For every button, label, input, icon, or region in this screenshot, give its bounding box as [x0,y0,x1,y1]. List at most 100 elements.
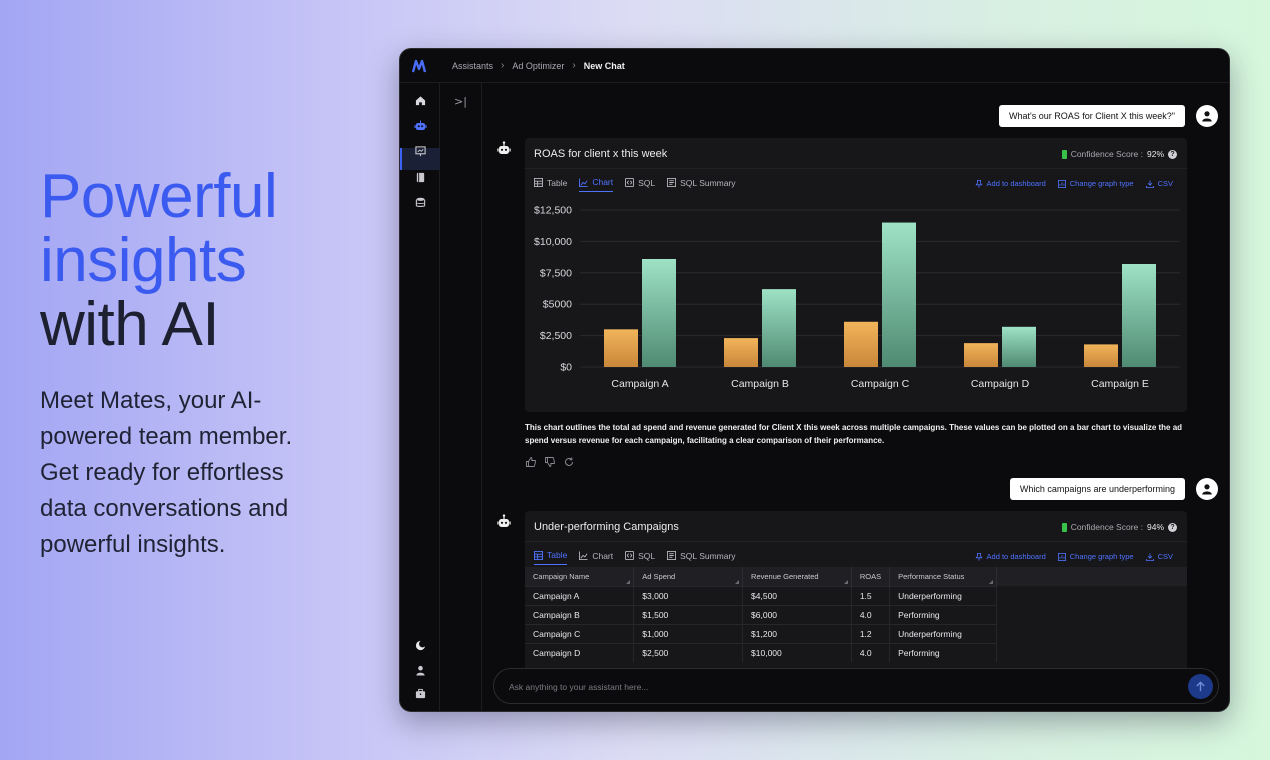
pin-icon [974,179,983,188]
home-icon[interactable] [412,92,428,108]
help-icon[interactable]: ? [1168,149,1177,159]
confidence-score: Confidence Score : 92% ? [1061,149,1177,159]
chart-description: This chart outlines the total ad spend a… [525,423,1183,445]
app-window: Assistants › Ad Optimizer › New Chat [399,48,1230,712]
tab-label: Table [547,550,568,560]
table-cell: $2,500 [633,642,744,662]
database-icon[interactable] [412,194,428,210]
confidence-value: 92% [1146,149,1164,159]
y-tick-label: $7,500 [540,267,572,279]
side-panel: >| [440,83,482,711]
table-row[interactable]: Campaign C $1,000 $1,200 1.2 Underperfor… [525,623,997,643]
chart-icon [579,551,588,560]
x-tick-label: Campaign D [971,378,1030,390]
user-message: Which campaigns are underperforming [1009,478,1185,500]
tab-sql-summary[interactable]: SQL Summary [667,550,736,565]
table-cell: $10,000 [742,642,852,662]
table-cell: Campaign C [525,623,635,643]
change-graph-type-button[interactable]: Change graph type [1057,179,1134,188]
table-cell: Performing [889,642,997,662]
tab-table[interactable]: Table [534,550,568,565]
csv-download-button[interactable]: CSV [1145,552,1173,561]
add-to-dashboard-button[interactable]: Add to dashboard [974,179,1046,188]
breadcrumb-assistants[interactable]: Assistants [452,60,494,71]
chevron-right-icon: › [572,60,576,71]
expand-panel-icon[interactable]: >| [454,95,467,108]
column-header[interactable]: Ad Spend [633,567,744,586]
chat-input[interactable] [509,678,1159,696]
tab-label: Chart [592,550,614,561]
table-cell: Campaign A [525,585,635,605]
bar-revenue [762,289,796,367]
bot-avatar-icon [497,514,511,527]
column-header[interactable]: Performance Status [889,567,997,586]
briefcase-icon[interactable] [412,685,428,701]
document-icon [667,551,677,560]
tab-sql[interactable]: SQL [625,177,655,192]
battery-icon [1061,149,1067,159]
tab-sql[interactable]: SQL [625,550,655,565]
thumbs-down-icon[interactable] [545,457,555,467]
table-cell: $3,000 [633,585,744,605]
bar-ad-spend [724,338,758,367]
user-icon[interactable] [412,662,428,678]
confidence-value: 94% [1146,522,1164,532]
action-label: Change graph type [1069,179,1134,188]
download-icon [1145,552,1154,561]
tab-label: Table [547,177,568,188]
document-icon [667,178,677,187]
tab-label: SQL Summary [680,550,736,561]
x-tick-label: Campaign C [851,378,910,390]
help-icon[interactable]: ? [1168,522,1177,532]
bar-ad-spend [844,321,878,367]
moon-icon[interactable] [412,637,428,653]
breadcrumb-ad-optimizer[interactable]: Ad Optimizer [512,60,565,71]
card-title: ROAS for client x this week [534,148,668,160]
feedback-actions [526,457,574,467]
change-graph-type-button[interactable]: Change graph type [1057,552,1134,561]
action-label: Add to dashboard [986,179,1046,188]
table-cell: 4.0 [851,642,891,662]
bar-revenue [1002,326,1036,367]
confidence-score: Confidence Score : 94% ? [1061,522,1177,532]
y-tick-label: $0 [560,362,572,374]
action-label: CSV [1157,179,1173,188]
tab-chart[interactable]: Chart [579,550,613,565]
book-icon[interactable] [412,169,428,185]
table-cell: Campaign B [525,604,635,624]
y-tick-label: $2,500 [540,330,572,342]
table-cell: 1.5 [851,585,891,605]
campaign-table: Campaign Name Ad Spend Revenue Generated… [525,567,997,662]
hero: Powerful insights with AI Meet Mates, yo… [40,165,340,563]
bar-ad-spend [964,343,998,367]
robot-icon[interactable] [412,118,428,134]
thumbs-up-icon[interactable] [526,457,536,467]
column-header[interactable]: ROAS [851,567,891,586]
tab-table[interactable]: Table [534,177,567,192]
refresh-icon[interactable] [564,457,574,467]
column-header[interactable]: Revenue Generated [742,567,852,586]
tab-chart[interactable]: Chart [579,177,614,192]
tab-sql-summary[interactable]: SQL Summary [667,177,736,192]
divider [525,168,1187,169]
code-icon [625,178,635,187]
card-actions: Add to dashboard Change graph type CSV [974,552,1173,561]
table-header-row: Campaign Name Ad Spend Revenue Generated… [525,567,997,586]
logo-icon[interactable] [412,58,428,74]
bar-revenue [882,222,916,367]
csv-download-button[interactable]: CSV [1145,179,1173,188]
graph-icon [1057,552,1066,561]
table-row[interactable]: Campaign D $2,500 $10,000 4.0 Performing [525,642,997,662]
hero-title-line1: Powerful [40,162,278,231]
column-header[interactable]: Campaign Name [525,567,635,586]
presentation-icon[interactable] [412,143,428,159]
add-to-dashboard-button[interactable]: Add to dashboard [974,552,1046,561]
table-row[interactable]: Campaign A $3,000 $4,500 1.5 Underperfor… [525,585,997,605]
send-button[interactable] [1188,674,1213,699]
bar-revenue [1122,264,1156,367]
x-tick-label: Campaign E [1091,378,1149,390]
table-row[interactable]: Campaign B $1,500 $6,000 4.0 Performing [525,604,997,624]
confidence-label: Confidence Score : [1070,149,1143,159]
confidence-label: Confidence Score : [1070,522,1143,532]
rail-active-indicator [400,148,440,170]
